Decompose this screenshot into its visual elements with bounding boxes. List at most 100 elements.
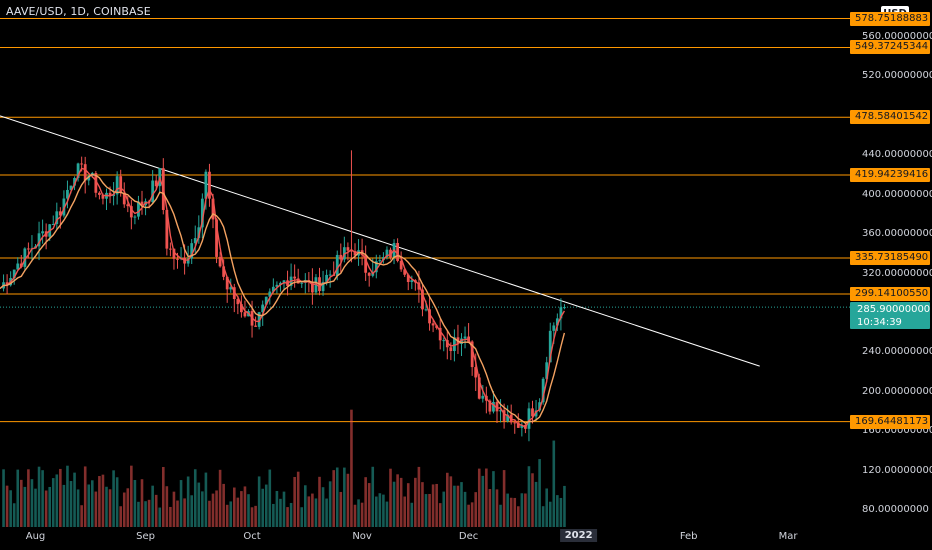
- volume-bar: [62, 484, 66, 527]
- candle-body: [339, 254, 343, 260]
- candle-body: [346, 247, 350, 251]
- volume-bar: [172, 491, 176, 527]
- candle-body: [438, 327, 442, 341]
- volume-bar: [98, 476, 101, 527]
- volume-bar: [48, 486, 51, 527]
- time-axis-tick: Feb: [679, 531, 698, 542]
- volume-bar: [197, 482, 201, 527]
- volume-bar: [474, 492, 477, 527]
- volume-bar: [144, 501, 147, 527]
- candle-body: [51, 224, 55, 226]
- candle-body: [449, 347, 453, 352]
- candle-body: [502, 410, 506, 422]
- volume-bar: [243, 486, 247, 527]
- candle-body: [208, 171, 211, 199]
- volume-bar: [406, 483, 410, 527]
- price-axis-tick: 440.00000000: [862, 149, 932, 161]
- candle-body: [548, 330, 552, 363]
- price-axis-tick: 560.00000000: [862, 31, 932, 42]
- volume-bar: [453, 485, 456, 527]
- level-price-label: 169.64481173: [850, 414, 930, 429]
- volume-bar: [375, 496, 378, 527]
- volume-bar: [300, 507, 304, 527]
- price-axis-tick: 120.00000000: [862, 464, 932, 476]
- last-price-label: 285.90000000 10:34:39: [850, 302, 930, 329]
- candle-body: [424, 309, 428, 311]
- volume-bar: [162, 467, 165, 527]
- candle-body: [37, 233, 41, 247]
- volume-bar: [176, 500, 179, 527]
- candle-body: [190, 243, 194, 259]
- candle-body: [492, 401, 495, 412]
- candle-body: [463, 336, 467, 339]
- volume-bar: [506, 493, 509, 527]
- volume-bar: [59, 468, 62, 527]
- volume-bar: [268, 469, 272, 527]
- volume-bar: [222, 483, 225, 527]
- volume-bar: [30, 479, 34, 527]
- candle-body: [300, 282, 304, 284]
- candle-body: [428, 309, 431, 324]
- volume-bar: [417, 466, 421, 527]
- volume-bar: [353, 504, 357, 527]
- volume-bar: [360, 502, 364, 527]
- volume-bar: [367, 483, 371, 527]
- candle-body: [176, 258, 179, 260]
- volume-bar: [44, 490, 48, 527]
- candle-body: [470, 341, 474, 368]
- volume-bar: [240, 491, 243, 527]
- volume-bar: [502, 470, 506, 527]
- candle-body: [293, 276, 297, 279]
- volume-bar: [126, 488, 130, 527]
- volume-bar: [105, 486, 108, 527]
- candle-body: [257, 312, 261, 327]
- candle-body: [477, 377, 481, 399]
- price-axis-tick: 200.00000000: [862, 385, 932, 397]
- volume-bar: [509, 497, 513, 527]
- candle-body: [129, 206, 133, 218]
- volume-bar: [435, 483, 438, 527]
- candle-body: [169, 248, 172, 250]
- candle-body: [563, 307, 566, 309]
- volume-bar: [307, 496, 311, 527]
- price-axis-tick: 400.00000000: [862, 188, 932, 200]
- time-axis-tick: Sep: [136, 531, 155, 542]
- volume-bar: [257, 476, 261, 527]
- candle-body: [76, 163, 80, 179]
- volume-bar: [169, 506, 172, 527]
- volume-bar: [350, 409, 353, 527]
- symbol-title[interactable]: AAVE/USD, 1D, COINBASE: [6, 5, 151, 18]
- volume-bar: [431, 484, 435, 527]
- volume-bar: [520, 493, 524, 527]
- price-axis-tick: 80.00000000: [862, 504, 929, 515]
- volume-bar: [382, 494, 385, 527]
- candle-body: [66, 189, 69, 199]
- candle-body: [559, 307, 563, 319]
- volume-bar: [488, 489, 492, 527]
- slow-moving-average: [0, 173, 566, 425]
- volume-bar: [495, 489, 499, 527]
- candle-body: [236, 299, 240, 305]
- candle-body: [115, 176, 119, 195]
- candle-body: [442, 340, 446, 342]
- volume-bar: [499, 504, 502, 527]
- volume-bar: [538, 459, 541, 527]
- volume-bar: [158, 507, 162, 527]
- candle-body: [389, 249, 392, 258]
- candle-body: [279, 282, 282, 285]
- volume-bar: [115, 477, 119, 527]
- volume-bar: [282, 491, 286, 527]
- bar-countdown: 10:34:39: [857, 317, 902, 328]
- volume-bar: [527, 466, 531, 527]
- candle-body: [421, 289, 424, 310]
- volume-bar: [27, 469, 30, 527]
- volume-bar: [424, 494, 428, 527]
- volume-bar: [190, 495, 193, 527]
- volume-bar: [236, 497, 240, 527]
- candle-body: [453, 337, 456, 352]
- candle-body: [481, 395, 485, 399]
- candle-body: [431, 323, 435, 326]
- volume-bar: [215, 490, 218, 527]
- candle-body: [499, 410, 502, 412]
